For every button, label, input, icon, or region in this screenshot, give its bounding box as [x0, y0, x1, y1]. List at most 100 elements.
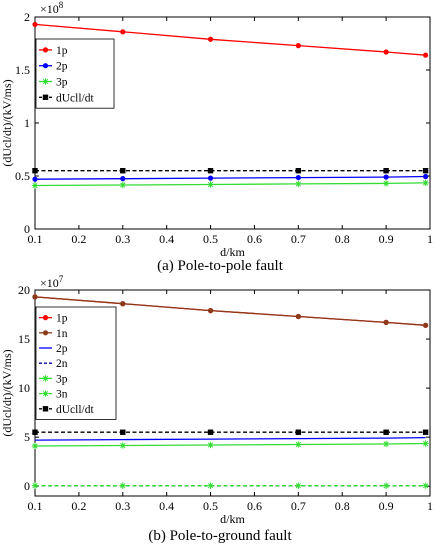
- data-point-marker: [32, 429, 38, 435]
- data-point-marker: [207, 175, 214, 181]
- legend-marker: [42, 63, 49, 69]
- data-point-marker: [31, 182, 39, 189]
- data-point-marker: [207, 168, 214, 174]
- legend-entry-label: 2n: [56, 358, 68, 370]
- legend-marker: [42, 406, 49, 412]
- data-point-marker: [31, 442, 39, 450]
- x-tick-label: 0.7: [291, 232, 306, 246]
- x-axis-label: d/km: [220, 245, 245, 259]
- plot-frame: [34, 289, 431, 497]
- data-point-marker: [120, 176, 126, 182]
- legend-box: [35, 306, 117, 420]
- data-point-marker: [32, 168, 38, 174]
- y-tick-label: 0: [24, 479, 30, 493]
- data-point-marker: [207, 482, 214, 489]
- data-point-marker: [32, 21, 38, 28]
- x-tick-label: 0.5: [203, 499, 218, 513]
- y-tick-label: 0: [24, 222, 30, 236]
- series-line: [34, 296, 426, 326]
- legend-entry-label: dUcll/dt: [56, 92, 94, 104]
- data-point-marker: [119, 181, 126, 189]
- axis-scale-exponent: ×108: [40, 0, 64, 16]
- y-tick-label: 1: [24, 116, 30, 130]
- data-point-marker: [295, 429, 302, 435]
- legend-entry-label: 3p: [56, 77, 68, 89]
- series-line: [34, 442, 426, 447]
- data-point-marker: [295, 482, 302, 489]
- data-point-marker: [422, 179, 429, 187]
- x-tick-label: 0.6: [247, 232, 262, 246]
- data-point-marker: [295, 168, 302, 174]
- data-point-marker: [422, 440, 429, 447]
- legend-entry-label: 3n: [56, 389, 68, 401]
- y-tick-label: 20: [18, 283, 30, 297]
- y-axis-label: (dUcl/dt)/(kV/ms): [0, 349, 14, 436]
- data-point-marker: [382, 180, 390, 187]
- series-line: [34, 436, 426, 441]
- data-point-marker: [119, 442, 126, 449]
- data-point-marker: [295, 174, 301, 181]
- x-tick-label: 0.3: [115, 499, 130, 513]
- series-line: [34, 182, 426, 187]
- data-point-marker: [295, 180, 302, 188]
- data-point-marker: [422, 429, 429, 435]
- x-tick-label: 0.6: [247, 499, 262, 513]
- data-point-marker: [32, 176, 38, 182]
- legend-entry-label: 2p: [56, 61, 68, 73]
- data-point-marker: [383, 168, 389, 174]
- data-point-marker: [295, 313, 301, 320]
- data-point-marker: [207, 308, 214, 314]
- x-tick-label: 0.8: [335, 499, 350, 513]
- data-point-marker: [422, 482, 429, 489]
- legend-entry-label: 1p: [56, 45, 68, 57]
- data-point-marker: [120, 429, 126, 435]
- x-tick-label: 0.2: [71, 499, 86, 513]
- x-tick-label: 0.9: [379, 499, 394, 513]
- legend-marker: [42, 330, 49, 336]
- data-point-marker: [207, 36, 214, 42]
- y-axis-label: (dUcl/dt)/(kV/ms): [0, 79, 14, 166]
- x-axis-label: d/km: [220, 512, 245, 526]
- data-point-marker: [120, 301, 126, 307]
- series-line: [34, 23, 426, 56]
- data-point-marker: [120, 29, 126, 35]
- data-point-marker: [382, 440, 390, 448]
- data-point-marker: [422, 168, 429, 174]
- x-tick-label: 0.9: [379, 232, 394, 246]
- figure-caption: (a) Pole-to-pole fault: [157, 258, 284, 274]
- x-tick-label: 0.4: [159, 499, 174, 513]
- x-tick-label: 0.1: [28, 499, 43, 513]
- y-tick-label: 10: [18, 381, 30, 395]
- data-point-marker: [31, 482, 39, 489]
- x-tick-label: 0.5: [203, 232, 218, 246]
- x-tick-label: 0.7: [291, 499, 306, 513]
- data-point-marker: [32, 294, 38, 300]
- data-point-marker: [383, 429, 389, 435]
- x-tick-label: 0.3: [115, 232, 130, 246]
- legend-entry-label: 1n: [56, 328, 68, 340]
- data-point-marker: [207, 441, 214, 449]
- y-tick-label: 5: [24, 430, 30, 444]
- data-point-marker: [382, 482, 390, 489]
- x-tick-label: 0.4: [159, 232, 174, 246]
- data-point-marker: [295, 43, 301, 49]
- legend-marker: [42, 315, 49, 321]
- x-tick-label: 1: [427, 499, 433, 513]
- data-point-marker: [423, 173, 429, 180]
- legend-entry-label: 2p: [56, 343, 68, 355]
- legend-marker: [42, 94, 49, 100]
- x-tick-label: 0.1: [28, 232, 43, 246]
- data-point-marker: [207, 181, 214, 188]
- legend-marker: [42, 390, 49, 397]
- legend-marker: [42, 78, 49, 85]
- data-point-marker: [423, 322, 429, 328]
- data-point-marker: [119, 482, 126, 489]
- y-tick-label: 0.5: [15, 169, 30, 183]
- x-tick-label: 0.2: [71, 232, 86, 246]
- figure-caption: (b) Pole-to-ground fault: [148, 528, 292, 544]
- data-point-marker: [383, 319, 389, 325]
- data-point-marker: [383, 49, 389, 55]
- x-tick-label: 1: [427, 232, 433, 246]
- y-tick-label: 15: [18, 332, 30, 346]
- axis-scale-exponent: ×107: [40, 274, 64, 290]
